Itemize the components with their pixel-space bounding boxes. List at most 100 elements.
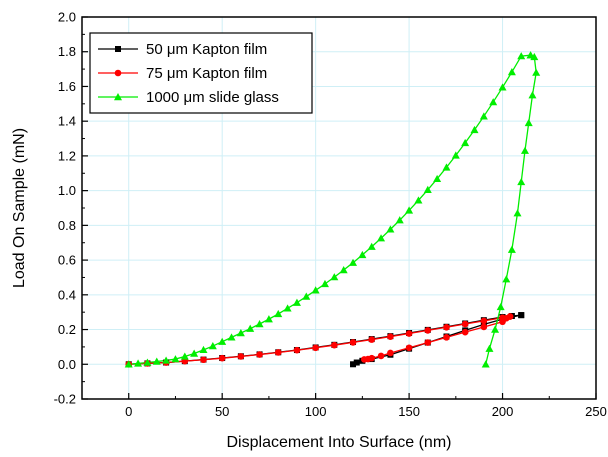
data-point [292,298,301,306]
data-point [255,319,264,328]
x-axis-title: Displacement Into Surface (nm) [227,434,452,451]
data-point [461,138,470,147]
data-point [339,265,348,274]
data-point [395,216,404,224]
data-point [517,177,526,186]
x-tick-label: 150 [398,404,420,419]
data-point [502,275,511,283]
data-point [377,352,385,360]
data-point [530,52,539,61]
data-point [532,68,541,76]
y-tick-label: 2.0 [58,10,76,25]
x-tick-label: 50 [215,404,229,419]
data-point [480,323,488,331]
y-tick-label: 1.0 [58,183,76,198]
data-point [520,146,529,154]
data-point [517,52,526,60]
data-point [330,273,339,281]
y-tick-label: 0.2 [58,322,76,337]
data-point [386,225,395,233]
legend-label: 1000 μm slide glass [146,89,279,106]
legend: 50 μm Kapton film 75 μm Kapton film 1000 μ… [89,32,313,114]
data-point [358,250,367,259]
data-point [274,349,282,356]
y-tick-label: 1.6 [58,79,76,94]
data-point [283,304,292,312]
data-point [470,125,479,134]
data-point [481,360,490,368]
data-point [507,68,516,76]
data-point [349,339,357,346]
data-point [134,359,143,367]
data-point [320,279,329,288]
data-point [162,356,171,364]
y-tick-label: 1.2 [58,148,76,163]
data-point [496,302,505,311]
x-tick-label: 0 [125,404,132,419]
data-point [311,286,320,294]
data-point [180,352,189,360]
legend-label: 75 μm Kapton film [146,65,267,82]
y-tick-label: 0.8 [58,218,76,233]
data-point [405,206,414,214]
data-point [274,309,283,318]
data-point [227,333,236,341]
series-line-loading [128,315,511,365]
data-point [256,351,263,358]
data-point [507,245,516,253]
data-point [480,317,488,325]
series-line-unloading [485,54,537,365]
x-tick-label: 250 [585,404,607,419]
markers [124,51,541,368]
data-point [349,258,358,266]
data-point [293,346,301,354]
data-point [405,330,413,337]
data-point [405,344,413,352]
y-tick-label: 0.4 [58,287,76,302]
data-point [489,98,498,106]
y-tick-label: -0.2 [54,392,76,407]
data-point [208,342,217,350]
data-point [171,355,180,363]
data-point [518,312,525,319]
data-point [479,112,488,120]
data-point [498,83,507,91]
data-point [433,174,442,183]
data-point [152,357,161,365]
data-point [200,356,207,364]
data-point [368,336,376,343]
data-point [485,344,494,352]
ticks: 0 50 100 150 200 250 -0.2 0.0 0.2 0.4 0.6 0.8 1.0 1.2… [54,10,607,420]
data-point [528,91,537,99]
data-point [387,333,394,340]
legend-marker [114,69,122,77]
data-point [360,356,368,363]
legend-label: 50 μm Kapton film [146,41,267,58]
data-point [353,359,360,366]
data-point [367,242,376,250]
data-point [424,339,432,346]
data-point [423,185,432,193]
y-axis-title: Load On Sample (mN) [11,128,28,288]
data-point [443,334,450,341]
data-point [124,360,133,368]
data-point [143,358,152,366]
data-point [264,315,273,323]
data-point [218,337,227,345]
data-point [236,329,245,337]
y-tick-label: 1.4 [58,114,76,129]
data-point [491,325,500,333]
legend-marker [115,46,121,52]
y-tick-label: 1.8 [58,44,76,59]
data-point [414,196,423,204]
data-point [199,345,208,354]
data-point [302,292,311,300]
data-point [461,328,469,336]
data-point [461,320,469,328]
data-point [443,323,450,331]
data-point [424,327,432,334]
data-point [312,344,319,352]
data-point [377,234,386,242]
legend-marker [114,93,122,101]
